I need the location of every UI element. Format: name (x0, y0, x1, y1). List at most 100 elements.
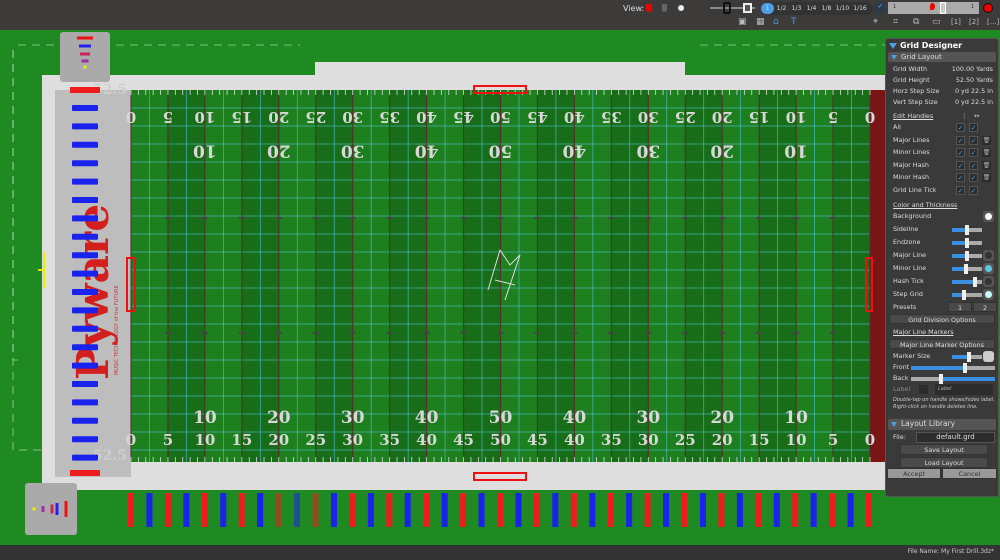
trash-icon[interactable]: 🗑 (982, 160, 991, 170)
bottom-marker-blue (220, 493, 227, 527)
frame-icon[interactable]: ▣ (738, 17, 747, 27)
horizontal-handle-checkbox[interactable]: ✓ (969, 185, 978, 195)
left-marker-blue (72, 233, 98, 240)
horizontal-handle-checkbox[interactable]: ✓ (969, 135, 978, 145)
thickness-slider[interactable] (952, 277, 982, 287)
big-yard-number-top: 40 (562, 141, 586, 161)
file-input[interactable]: default.grd (916, 432, 995, 443)
vertical-handle-checkbox[interactable]: ✓ (956, 185, 965, 195)
bottom-marker-red (792, 493, 799, 527)
horizontal-handle-checkbox[interactable]: ✓ (969, 160, 978, 170)
view-dot-icon[interactable] (678, 5, 684, 11)
bottom-marker-blue (847, 493, 854, 527)
cancel-button[interactable]: Cancel (942, 468, 997, 479)
bottom-marker-red (866, 493, 872, 527)
preset-1-button[interactable]: 1 (948, 302, 972, 312)
label-label: Label (893, 385, 911, 393)
handle-row: Grid Line Tick ✓ ✓ (886, 185, 998, 198)
color-swatch[interactable] (983, 289, 994, 300)
text-icon[interactable]: T (791, 17, 797, 27)
prop-value: 0 yd 22.5 in (954, 87, 993, 95)
zoom-option[interactable]: 1/8 (821, 5, 832, 12)
zoom-option[interactable]: 1/2 (776, 5, 787, 12)
size-slider[interactable] (710, 2, 755, 14)
bottom-marker-blue (478, 493, 485, 527)
yard-number-top: 20 (268, 108, 289, 126)
grid-layout-header[interactable]: Grid Layout (888, 52, 996, 62)
more-icon[interactable]: […] (987, 18, 1000, 26)
view-red-marker-icon[interactable] (646, 4, 652, 12)
label-checkbox[interactable] (919, 385, 928, 394)
color-swatch[interactable] (983, 263, 994, 274)
left-marker-blue (72, 417, 98, 424)
view-gray-marker-icon[interactable] (662, 4, 667, 12)
vertical-handle-checkbox[interactable]: ✓ (956, 173, 965, 182)
major-line-marker-options-button[interactable]: Major Line Marker Options (889, 339, 995, 349)
big-yard-number: 10 (784, 408, 808, 428)
left-marker-red (70, 87, 100, 93)
trash-icon[interactable]: 🗑 (982, 173, 991, 182)
link-icon[interactable]: ⧉ (913, 17, 920, 27)
view-1-icon[interactable]: [1] (951, 18, 961, 26)
color-swatch[interactable] (983, 276, 994, 287)
vertical-handle-checkbox[interactable]: ✓ (956, 160, 965, 170)
zoom-option[interactable]: 1/16 (853, 5, 867, 12)
yard-number-top: 0 (126, 108, 136, 126)
layout-library-header[interactable]: Layout Library (888, 419, 996, 430)
right-box-marker (865, 257, 873, 312)
zoom-option[interactable]: 1 (761, 3, 774, 14)
bottom-marker-blue (515, 493, 522, 527)
left-marker-blue (72, 160, 98, 167)
yard-number-top: 0 (865, 108, 875, 126)
thickness-slider[interactable] (952, 251, 982, 261)
color-swatch[interactable] (983, 211, 994, 222)
zoom-option[interactable]: 1/3 (791, 5, 802, 12)
yard-number-top: 25 (675, 108, 696, 126)
fit-icon[interactable]: ⌗ (893, 17, 899, 27)
grid-icon[interactable]: ▦ (756, 17, 765, 27)
label-input[interactable]: Label (935, 384, 993, 395)
field-canvas[interactable]: 0055101015152020252530303535404045455050… (0, 30, 1000, 545)
vertical-handle-checkbox[interactable]: ✓ (956, 123, 965, 132)
thickness-slider[interactable] (952, 290, 982, 300)
trash-icon[interactable]: 🗑 (982, 148, 991, 157)
marker-color-swatch[interactable] (983, 351, 994, 362)
home-icon[interactable]: ⌂ (773, 17, 779, 27)
horizontal-handle-checkbox[interactable]: ✓ (969, 173, 978, 182)
view-2-icon[interactable]: [2] (969, 18, 979, 26)
horizontal-handle-checkbox[interactable]: ✓ (969, 148, 978, 157)
load-layout-button[interactable]: Load Layout (900, 457, 988, 468)
range-handle[interactable] (940, 2, 946, 14)
target-icon[interactable]: ⌖ (873, 17, 879, 27)
thickness-slider[interactable] (952, 225, 982, 235)
zoom-option[interactable]: 1/10 (835, 5, 850, 12)
left-marker-blue (72, 362, 98, 369)
bottom-marker-red (386, 493, 393, 527)
front-slider[interactable] (911, 363, 995, 373)
big-yard-number: 10 (193, 408, 217, 428)
color-swatch[interactable] (983, 250, 994, 261)
vertical-handle-checkbox[interactable]: ✓ (956, 135, 965, 145)
marker-size-row: Marker Size (886, 351, 998, 362)
grid-division-options-button[interactable]: Grid Division Options (889, 314, 995, 324)
range-slider[interactable]: 1 1 (888, 2, 979, 14)
bottom-marker-red (607, 493, 614, 527)
zoom-option[interactable]: 1/4 (806, 5, 817, 12)
marker-size-slider[interactable] (952, 352, 982, 362)
thickness-slider[interactable] (952, 238, 982, 248)
vertical-handle-checkbox[interactable]: ✓ (956, 148, 965, 157)
left-marker-blue (72, 344, 98, 351)
back-slider[interactable] (911, 374, 995, 384)
trash-icon[interactable]: 🗑 (982, 135, 991, 145)
yard-number-top: 5 (163, 108, 173, 126)
camera-icon[interactable]: ▭ (932, 17, 941, 27)
location-pin-button[interactable] (983, 3, 993, 13)
color-row: Minor Line (886, 263, 998, 276)
accept-button[interactable]: Accept (887, 468, 941, 479)
horizontal-handle-checkbox[interactable]: ✓ (969, 123, 978, 132)
zoom-selector: 1 1/2 1/3 1/4 1/8 1/10 1/16 (761, 2, 873, 15)
save-layout-button[interactable]: Save Layout (900, 444, 988, 455)
preset-2-button[interactable]: 2 (973, 302, 997, 312)
thickness-slider[interactable] (952, 264, 982, 274)
range-checkbox[interactable]: ✓ (875, 2, 886, 14)
